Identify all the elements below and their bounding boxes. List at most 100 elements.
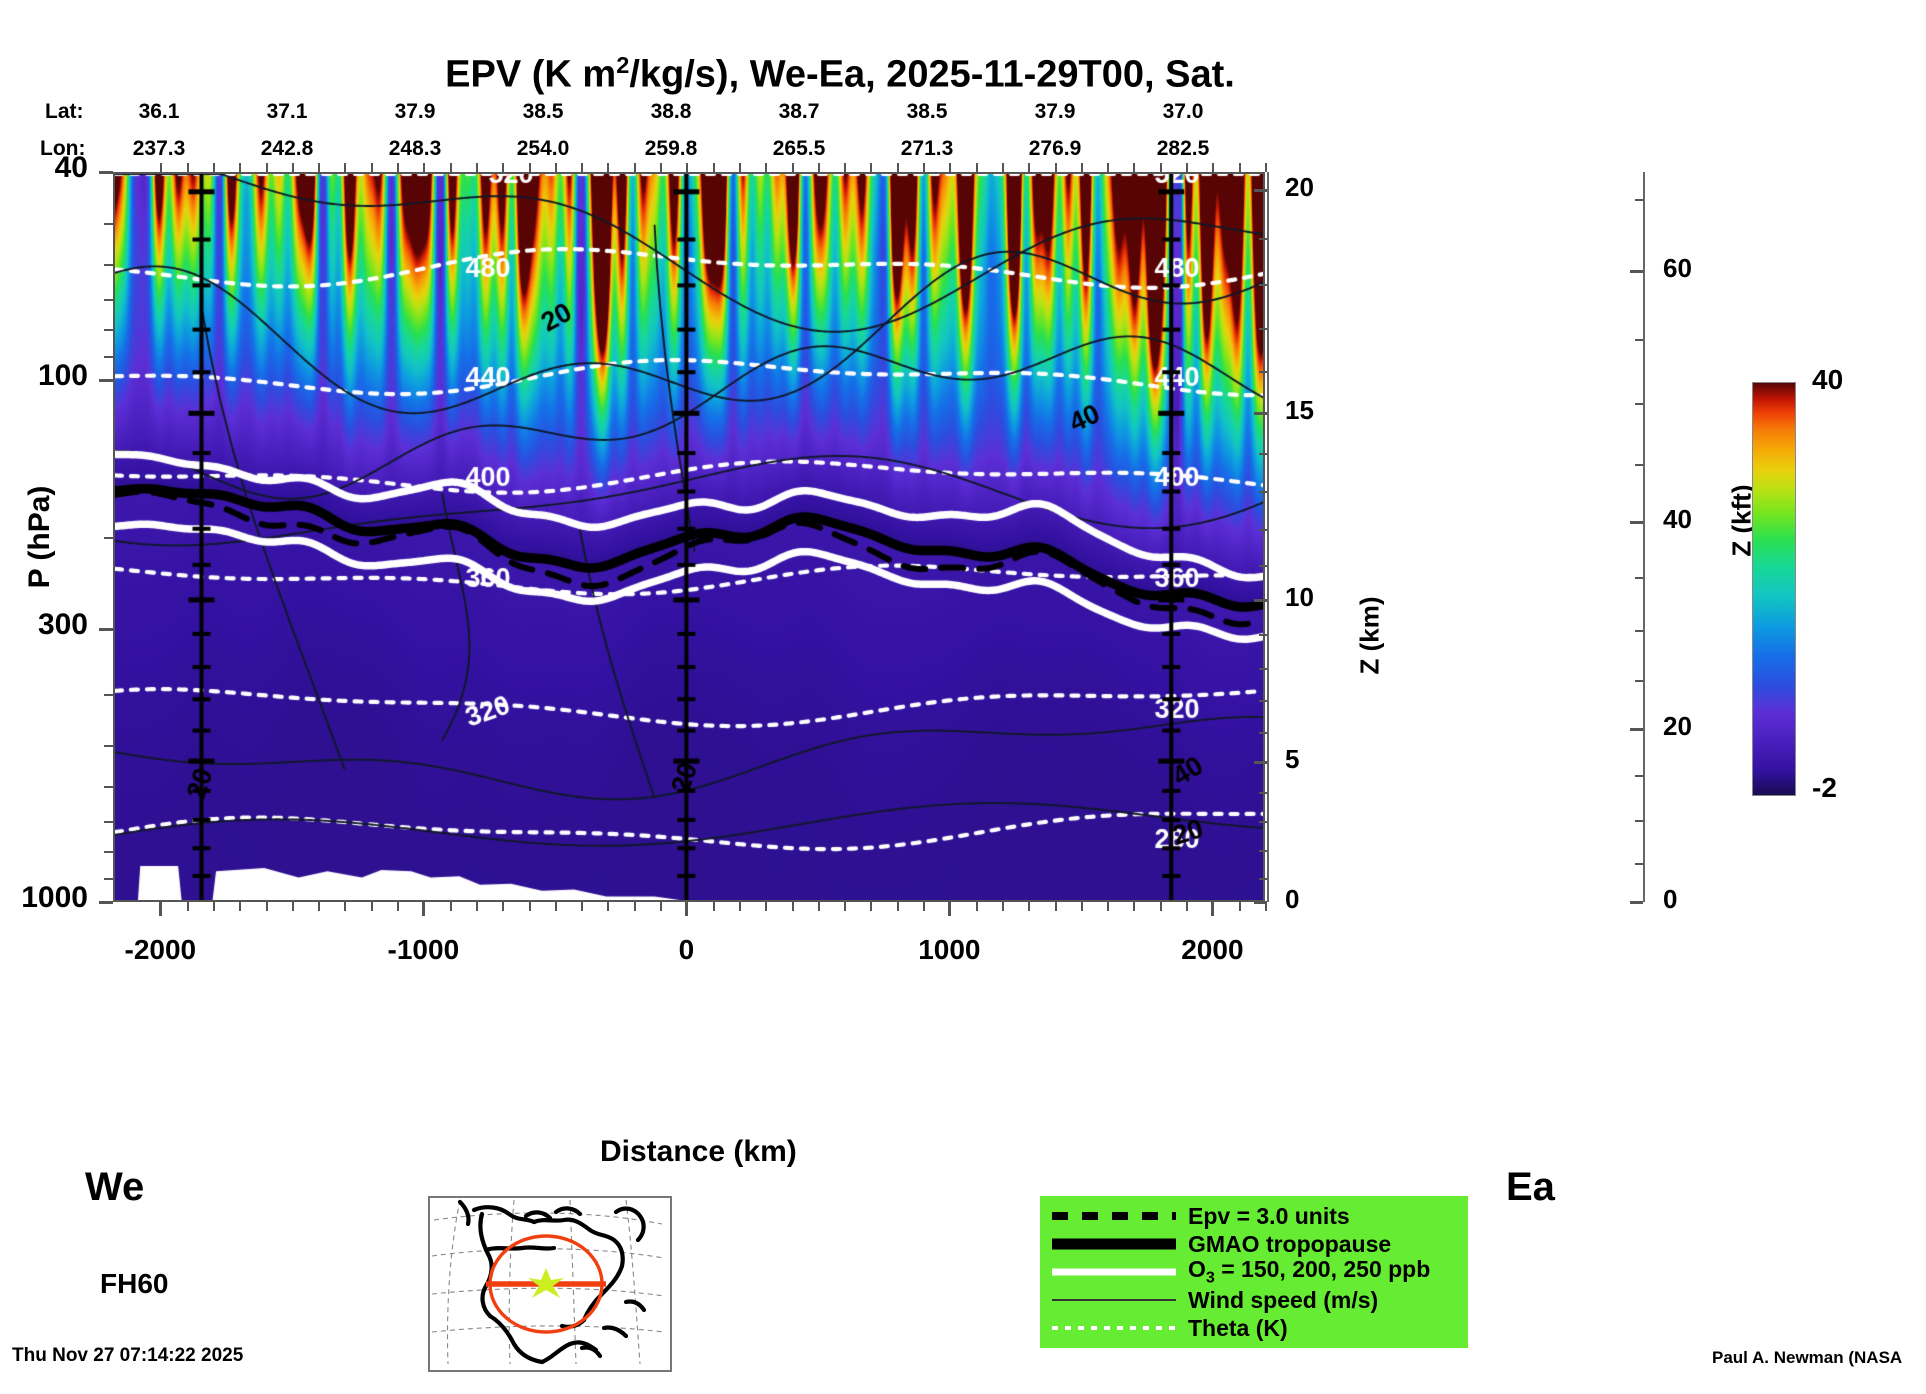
y-tick-label-1: 100 bbox=[37, 358, 88, 392]
axis-tick bbox=[923, 163, 926, 172]
axis-tick bbox=[660, 902, 663, 911]
z-km-tick-label-1: 5 bbox=[1285, 744, 1300, 775]
z-kft-axis-line bbox=[1643, 172, 1645, 902]
axis-tick bbox=[896, 163, 899, 172]
x-tick-label-3: 1000 bbox=[918, 934, 981, 965]
colorbar-max-tick: 40 bbox=[1812, 364, 1844, 395]
axis-tick bbox=[318, 163, 321, 172]
lat-value-0: 36.1 bbox=[138, 100, 180, 123]
axis-tick bbox=[99, 627, 113, 631]
colorbar bbox=[1752, 382, 1796, 796]
dashed-black-line-icon bbox=[1040, 1208, 1188, 1224]
axis-tick bbox=[502, 902, 505, 911]
axis-tick bbox=[1028, 163, 1031, 172]
axis-tick bbox=[291, 163, 294, 172]
axis-tick bbox=[99, 378, 113, 382]
legend-item-epv: Epv = 3.0 units bbox=[1040, 1202, 1468, 1230]
axis-tick bbox=[1259, 565, 1267, 568]
axis-tick bbox=[1211, 902, 1215, 916]
axis-tick bbox=[1107, 902, 1110, 911]
axis-tick bbox=[1212, 163, 1215, 172]
axis-tick bbox=[765, 163, 768, 172]
axis-tick bbox=[1259, 371, 1267, 374]
z-km-tick-label-4: 20 bbox=[1285, 171, 1314, 202]
axis-tick bbox=[1238, 163, 1241, 172]
title-suffix: /kg/s), We-Ea, 2025-11-29T00, Sat. bbox=[629, 53, 1235, 96]
axis-tick bbox=[581, 902, 584, 911]
axis-tick bbox=[1630, 269, 1643, 273]
z-kft-tick-label-2: 40 bbox=[1663, 503, 1692, 534]
forecast-hour-label: FH60 bbox=[100, 1268, 169, 1299]
lat-value-7: 37.9 bbox=[1034, 100, 1076, 123]
inset-map-svg bbox=[431, 1199, 665, 1365]
axis-tick bbox=[554, 902, 557, 911]
axis-tick bbox=[1259, 528, 1267, 531]
axis-tick bbox=[239, 902, 242, 911]
axis-tick bbox=[99, 171, 113, 174]
z-kft-tick-label-0: 0 bbox=[1663, 884, 1678, 914]
axis-tick bbox=[265, 902, 268, 911]
axis-tick bbox=[1259, 731, 1267, 734]
axis-tick bbox=[1254, 901, 1267, 904]
axis-tick bbox=[475, 902, 478, 911]
lat-value-2: 37.9 bbox=[394, 100, 436, 123]
lon-row-label: Lon: bbox=[40, 137, 86, 160]
axis-tick bbox=[1630, 901, 1643, 904]
axis-tick bbox=[607, 902, 610, 911]
dotted-white-line-icon bbox=[1040, 1320, 1188, 1336]
axis-tick bbox=[738, 163, 741, 172]
lon-value-3: 254.0 bbox=[516, 137, 570, 160]
axis-tick bbox=[1635, 863, 1643, 866]
axis-tick bbox=[1254, 599, 1267, 603]
axis-tick bbox=[685, 902, 689, 916]
lat-value-3: 38.5 bbox=[522, 100, 564, 123]
axis-tick bbox=[975, 902, 978, 911]
axis-tick bbox=[1259, 700, 1267, 703]
axis-tick bbox=[1001, 163, 1004, 172]
axis-tick bbox=[159, 902, 163, 916]
lat-value-8: 37.0 bbox=[1162, 100, 1204, 123]
lon-value-7: 276.9 bbox=[1028, 137, 1082, 160]
axis-tick bbox=[1265, 163, 1267, 172]
axis-tick bbox=[1001, 902, 1004, 911]
axis-tick bbox=[1238, 902, 1241, 911]
axis-tick bbox=[370, 163, 373, 172]
axis-tick bbox=[291, 902, 294, 911]
axis-tick bbox=[712, 902, 715, 911]
generation-timestamp: Thu Nov 27 07:14:22 2025 bbox=[12, 1345, 244, 1366]
axis-tick bbox=[1259, 328, 1267, 331]
axis-tick bbox=[528, 902, 531, 911]
axis-tick bbox=[212, 163, 215, 172]
axis-tick bbox=[1635, 680, 1643, 683]
axis-tick bbox=[475, 163, 478, 172]
axis-tick bbox=[186, 902, 189, 911]
page-title: EPV (K m2/kg/s), We-Ea, 2025-11-29T00, S… bbox=[0, 52, 1680, 97]
z-km-axis-label: Z (km) bbox=[1354, 596, 1385, 675]
axis-tick bbox=[1635, 629, 1643, 632]
axis-tick bbox=[104, 821, 113, 824]
lon-value-0: 237.3 bbox=[132, 137, 186, 160]
axis-tick bbox=[975, 163, 978, 172]
axis-tick bbox=[1259, 452, 1267, 455]
lon-value-6: 271.3 bbox=[900, 137, 954, 160]
legend-item-theta: Theta (K) bbox=[1040, 1314, 1468, 1342]
axis-tick bbox=[104, 355, 113, 358]
y-tick-label-0: 40 bbox=[54, 151, 88, 184]
axis-tick bbox=[1635, 463, 1643, 466]
axis-tick bbox=[686, 163, 689, 172]
axis-tick bbox=[104, 786, 113, 789]
center-point-star bbox=[528, 1268, 564, 1298]
x-axis-label: Distance (km) bbox=[600, 1135, 797, 1168]
legend-box: Epv = 3.0 units GMAO tropopause O3 = 150… bbox=[1040, 1196, 1468, 1348]
axis-tick bbox=[554, 163, 557, 172]
title-exponent: 2 bbox=[616, 52, 630, 78]
axis-tick bbox=[344, 902, 347, 911]
axis-tick bbox=[212, 902, 215, 911]
lat-row-label: Lat: bbox=[45, 100, 84, 123]
axis-tick bbox=[423, 163, 426, 172]
axis-tick bbox=[844, 902, 847, 911]
legend-label-epv: Epv = 3.0 units bbox=[1188, 1202, 1350, 1229]
author-credit: Paul A. Newman (NASA bbox=[1712, 1348, 1903, 1367]
axis-tick bbox=[765, 902, 768, 911]
legend-item-wind: Wind speed (m/s) bbox=[1040, 1286, 1468, 1314]
